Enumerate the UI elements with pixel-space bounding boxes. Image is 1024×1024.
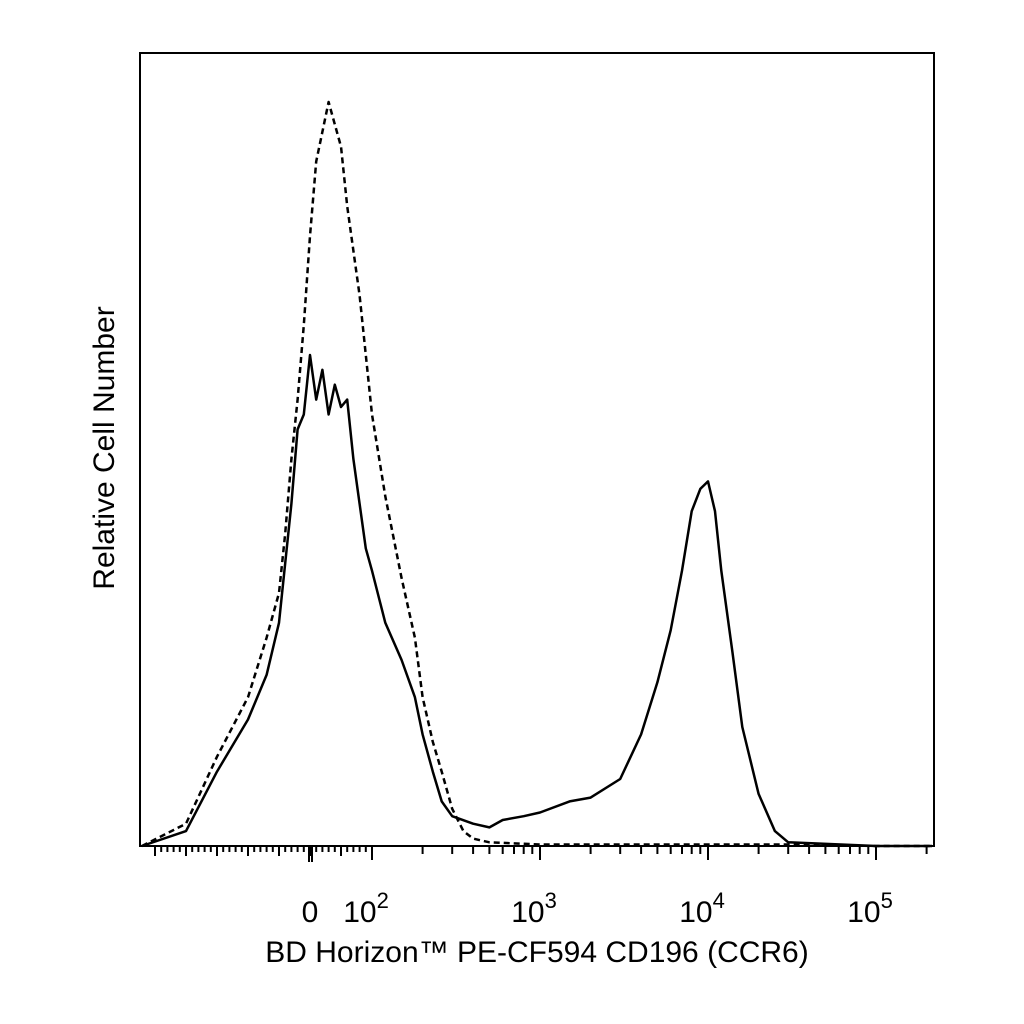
x-tick-label: 102 [343,888,389,929]
x-axis-ticks [154,846,928,862]
x-tick-labels: 0 102 103 104 105 [302,888,893,929]
x-tick-label: 0 [302,896,319,929]
plot-frame [139,52,935,847]
series-line-dashed [141,100,932,848]
x-tick-label: 103 [511,888,557,929]
series-layer [141,100,932,848]
x-axis-label: BD Horizon™ PE-CF594 CD196 (CCR6) [265,936,809,969]
x-tick-label: 105 [847,888,893,929]
y-axis-label: Relative Cell Number [88,306,121,589]
series-line-solid [141,353,932,848]
x-tick-label: 104 [679,888,725,929]
